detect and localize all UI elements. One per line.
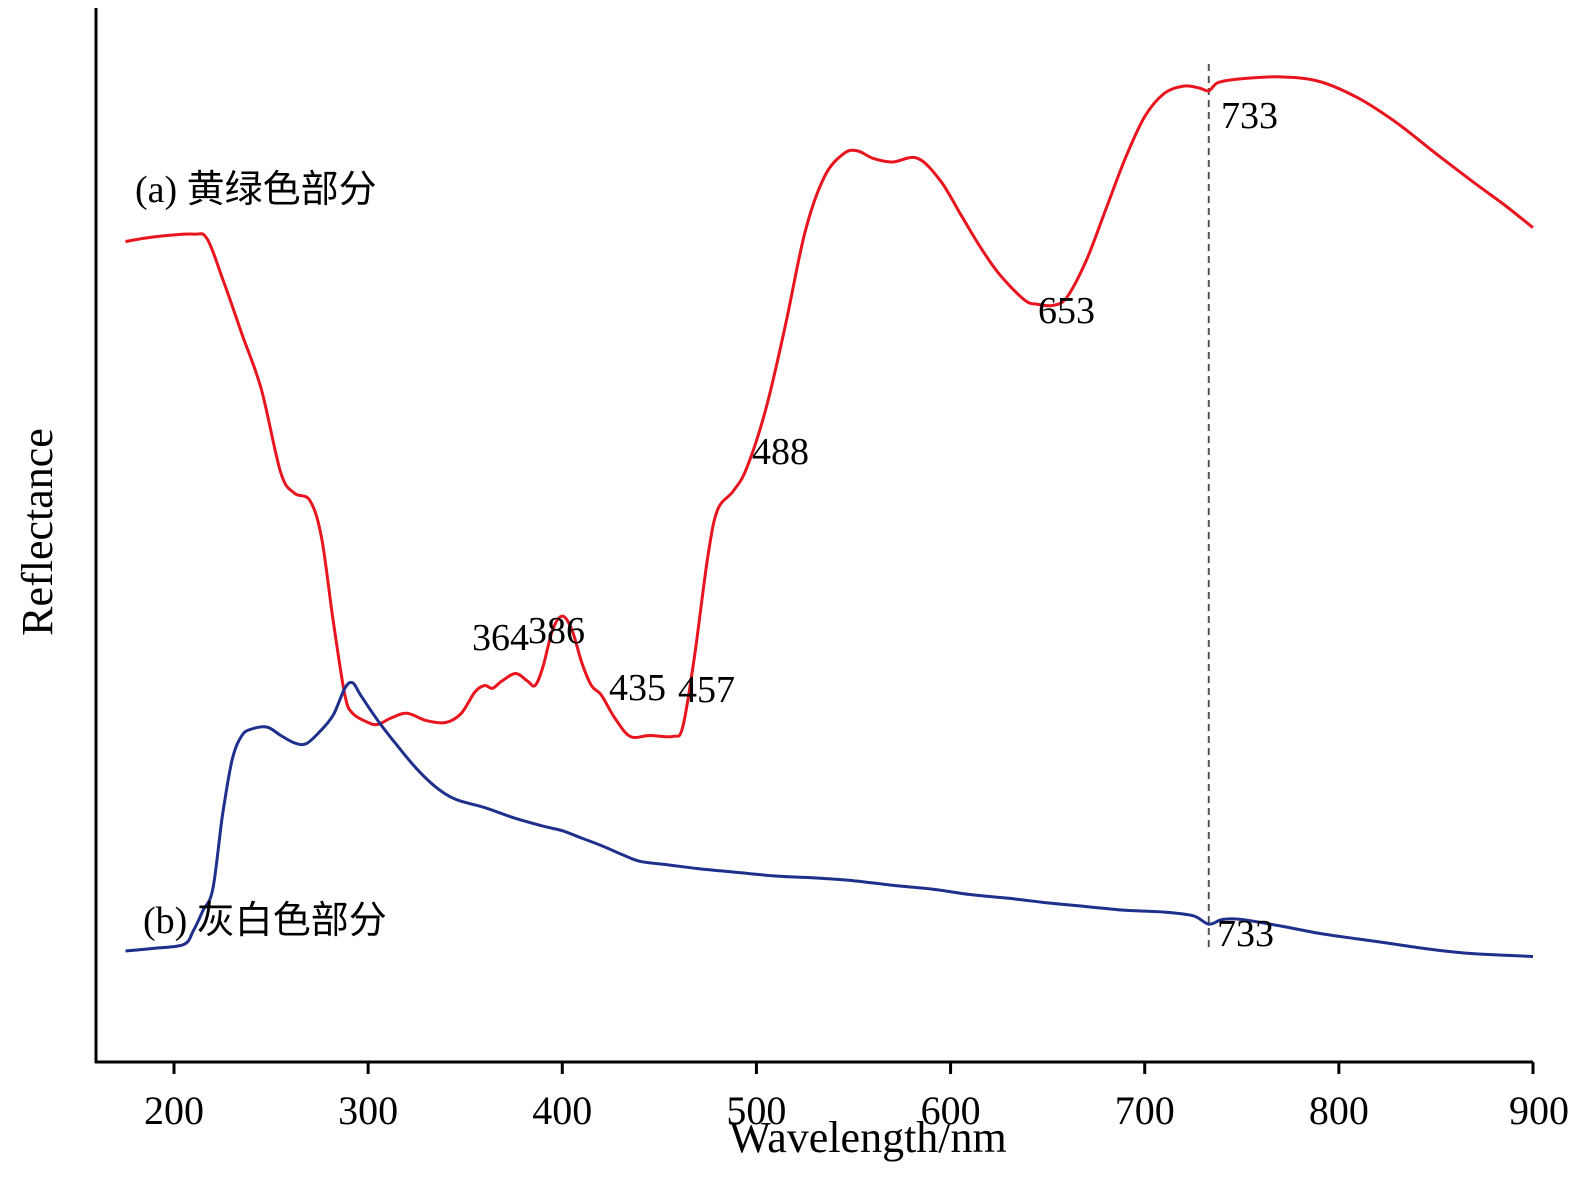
- annotation-386: 386: [528, 610, 585, 652]
- x-tick-label: 500: [726, 1088, 786, 1133]
- peak-annotations: 364 386 435 457 488 653 733 733: [472, 95, 1278, 955]
- series-a-line: [125, 75, 1534, 739]
- series-b-label: (b) 灰白色部分: [143, 900, 387, 942]
- annotation-435: 435: [609, 667, 666, 709]
- annotation-653: 653: [1038, 290, 1095, 332]
- x-tick-label: 200: [144, 1088, 204, 1133]
- x-tick-label: 700: [1115, 1088, 1175, 1133]
- x-tick-label: 900: [1509, 1088, 1569, 1133]
- series-a-label: (a) 黄绿色部分: [135, 169, 377, 211]
- x-tick-label: 400: [532, 1088, 592, 1133]
- x-axis-title: Wavelength/nm: [729, 1113, 1007, 1162]
- x-tick-label: 600: [921, 1088, 981, 1133]
- x-tick-label: 300: [338, 1088, 398, 1133]
- x-axis-ticks: 200 300 400 500 600 700 800 900: [144, 1062, 1569, 1133]
- annotation-364: 364: [472, 617, 529, 659]
- series-b-line: [125, 680, 1534, 958]
- annotation-733-a: 733: [1221, 95, 1278, 137]
- annotation-488: 488: [752, 431, 809, 473]
- plot-area: [125, 64, 1534, 958]
- x-tick-label: 800: [1309, 1088, 1369, 1133]
- annotation-457: 457: [678, 669, 735, 711]
- y-axis-title: Reflectance: [13, 428, 62, 636]
- annotation-733-b: 733: [1217, 913, 1274, 955]
